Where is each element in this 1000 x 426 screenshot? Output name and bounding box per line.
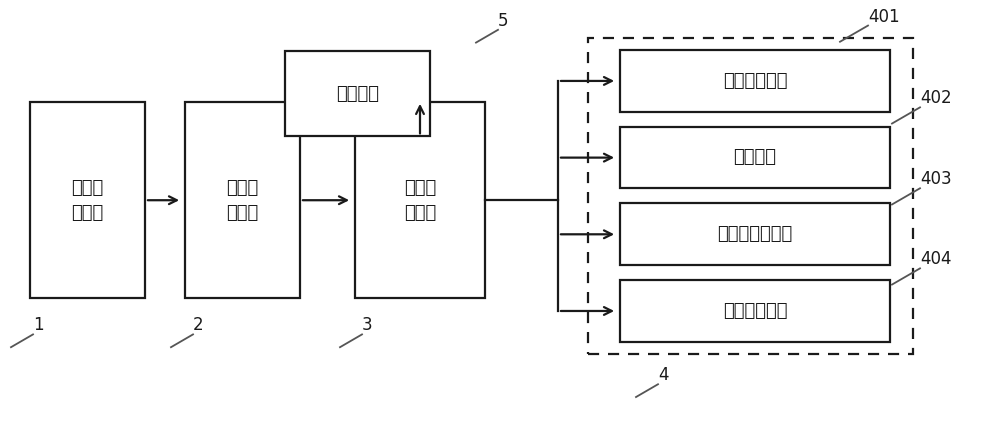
Bar [30, 102, 145, 298]
Text: 踏板单元: 踏板单元 [336, 85, 379, 103]
Text: 1: 1 [33, 317, 44, 334]
Bar [620, 203, 890, 265]
Bar [620, 127, 890, 188]
Bar [620, 280, 890, 342]
Text: 电子控
制单元: 电子控 制单元 [404, 179, 436, 222]
Text: 5: 5 [498, 12, 509, 30]
Bar [355, 102, 485, 298]
Bar [588, 38, 913, 354]
Text: 401: 401 [868, 8, 900, 26]
Bar [185, 102, 300, 298]
Text: 403: 403 [920, 170, 952, 188]
Text: 制动机构执行器: 制动机构执行器 [717, 225, 793, 243]
Bar [285, 51, 430, 136]
Text: 仪表控制单元: 仪表控制单元 [723, 72, 787, 90]
Text: 402: 402 [920, 89, 952, 107]
Bar [620, 50, 890, 112]
Text: 3: 3 [362, 317, 373, 334]
Text: 环境感
知单元: 环境感 知单元 [71, 179, 104, 222]
Text: 发动机控制器: 发动机控制器 [723, 302, 787, 320]
Text: 危险判
断单元: 危险判 断单元 [226, 179, 259, 222]
Text: 喇叭系统: 喇叭系统 [734, 148, 776, 167]
Text: 404: 404 [920, 250, 952, 268]
Text: 4: 4 [658, 366, 668, 384]
Text: 2: 2 [193, 317, 204, 334]
